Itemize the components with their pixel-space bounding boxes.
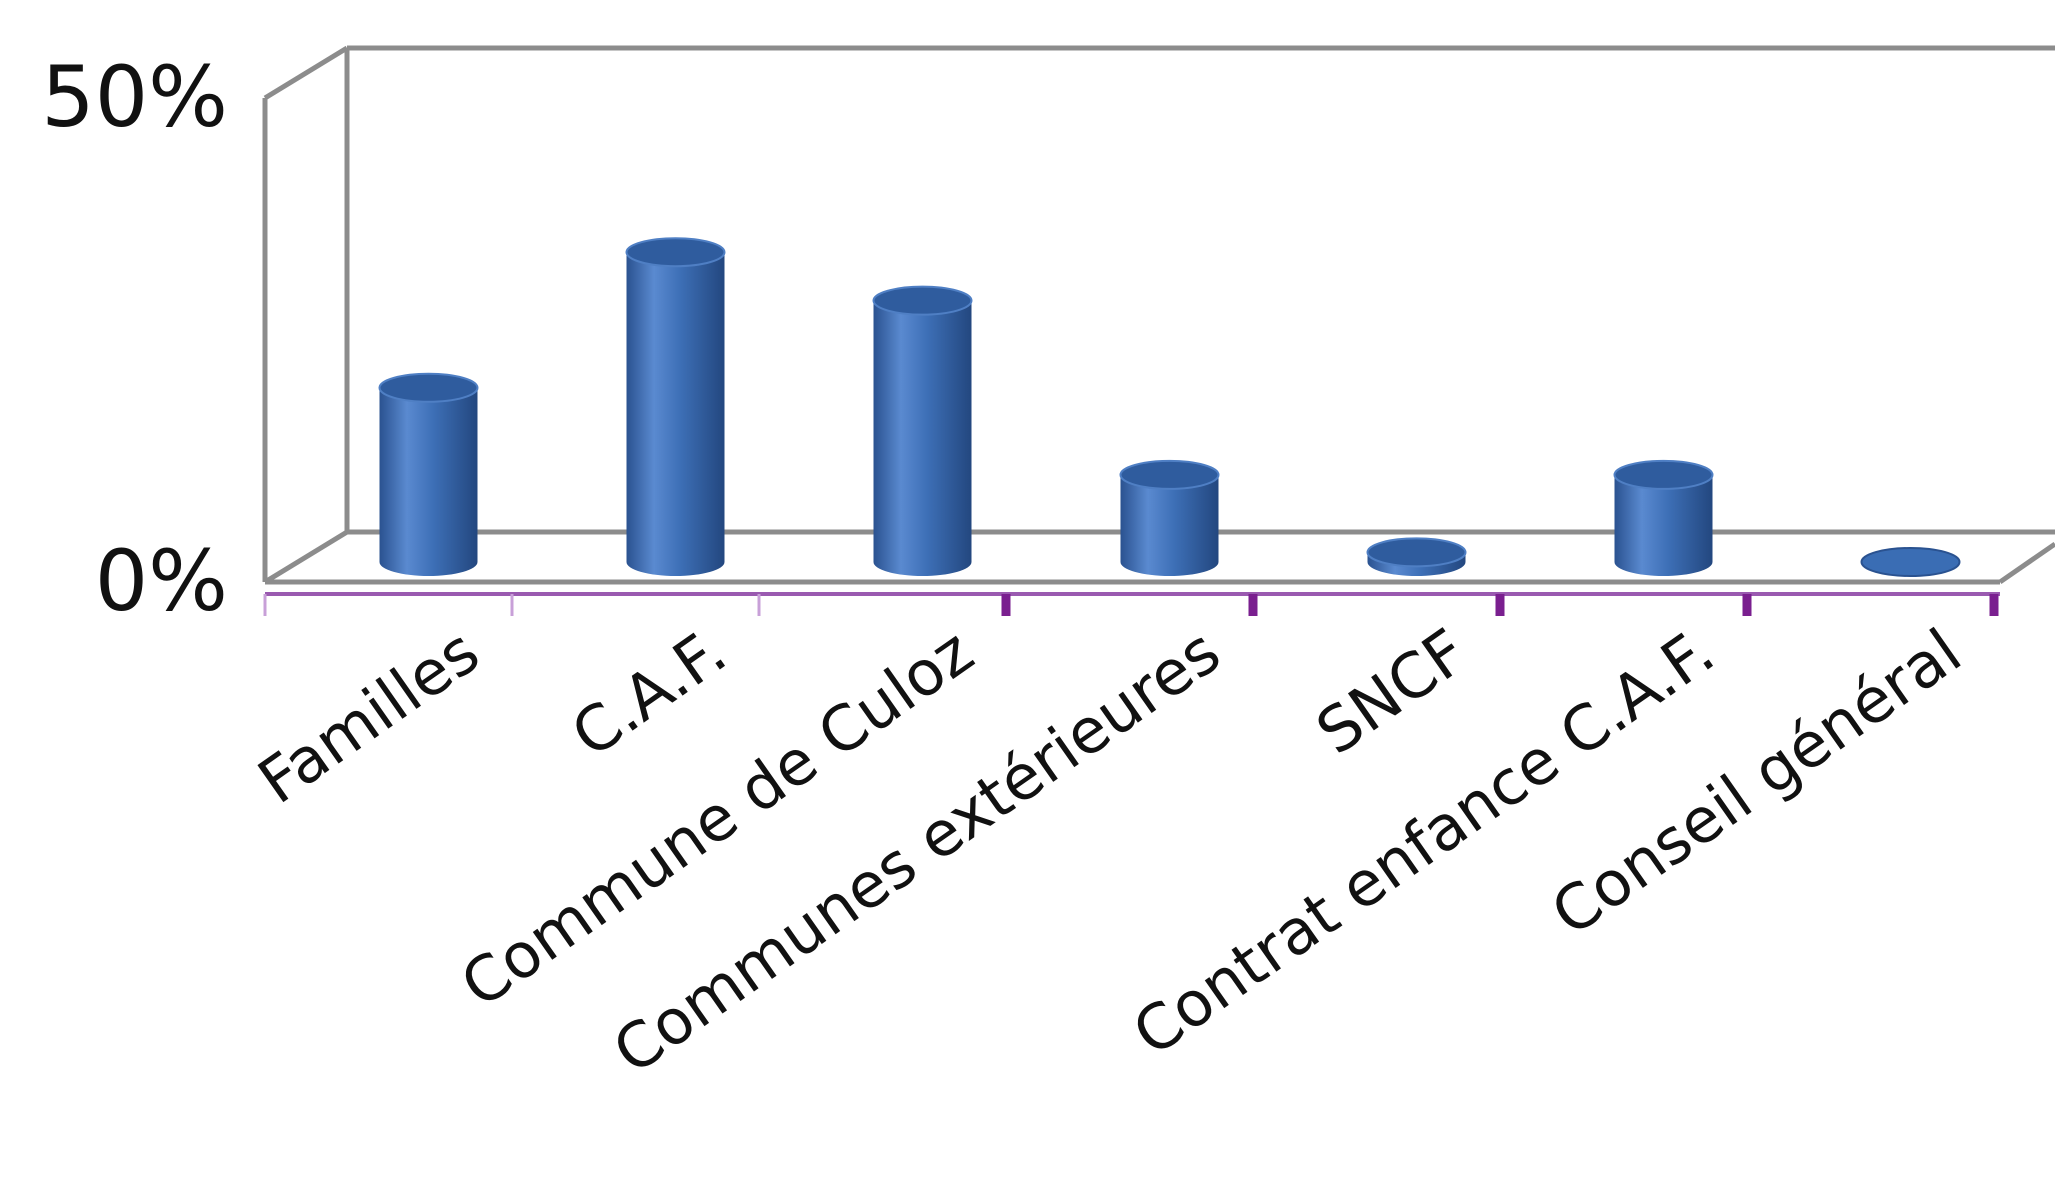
bar-top bbox=[378, 372, 479, 403]
floor-left-edge bbox=[263, 529, 349, 585]
bar bbox=[1613, 459, 1714, 577]
category-label: C.A.F. bbox=[558, 614, 739, 771]
bar bbox=[625, 237, 726, 577]
bar-body bbox=[626, 252, 725, 577]
bar-body bbox=[1614, 474, 1713, 577]
floor-right-edge bbox=[1998, 541, 2055, 585]
y-tick-label: 50% bbox=[41, 48, 228, 146]
bar bbox=[1119, 459, 1220, 577]
category-label: Conseil général bbox=[1538, 614, 1974, 950]
chart-bars bbox=[378, 237, 1961, 577]
category-label: Familles bbox=[245, 614, 492, 817]
bar-top bbox=[1613, 459, 1714, 490]
bar bbox=[872, 285, 973, 577]
bar bbox=[378, 372, 479, 577]
bar-body bbox=[873, 300, 972, 577]
y-tick-label: 0% bbox=[95, 532, 228, 630]
chart-axes bbox=[263, 579, 2000, 616]
left-wall-top-edge bbox=[263, 45, 349, 101]
category-label: SNCF bbox=[1303, 614, 1480, 768]
bar-top bbox=[872, 285, 973, 316]
bar-body bbox=[1120, 474, 1219, 577]
bar-top bbox=[625, 237, 726, 268]
bar bbox=[1366, 537, 1467, 577]
bar bbox=[1860, 547, 1961, 577]
bar-disc bbox=[1860, 547, 1961, 577]
bar-body bbox=[379, 387, 478, 577]
bar-top bbox=[1119, 459, 1220, 490]
bar-top bbox=[1366, 537, 1467, 568]
